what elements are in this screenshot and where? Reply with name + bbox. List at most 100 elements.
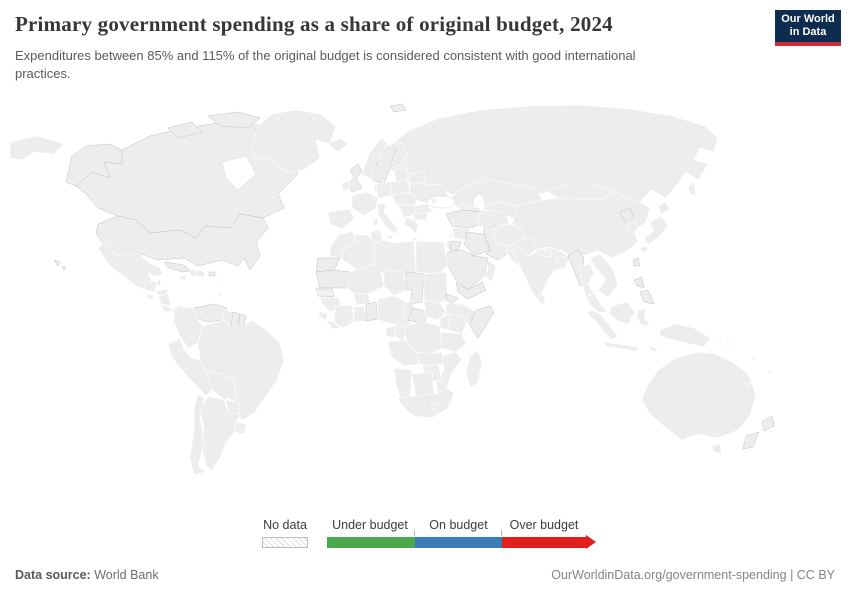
country-new-caledonia[interactable] [745, 382, 753, 388]
country-iceland[interactable] [327, 137, 349, 153]
country-united-states-alaska[interactable] [65, 143, 123, 187]
country-nicaragua[interactable] [157, 293, 172, 307]
country-spain-portugal[interactable] [327, 208, 355, 230]
country-belize[interactable] [156, 278, 162, 287]
country-argentina[interactable] [199, 395, 241, 471]
country-sierra-leone[interactable] [317, 311, 329, 321]
country-russia-chukotka[interactable] [9, 135, 65, 161]
country-botswana[interactable] [411, 371, 435, 397]
country-egypt[interactable] [415, 240, 449, 275]
country-svalbard[interactable] [389, 103, 407, 113]
country-indonesia-borneo[interactable] [608, 301, 636, 325]
country-belarus[interactable] [407, 171, 427, 185]
country-sudan[interactable] [423, 271, 449, 304]
country-japan-kyushu[interactable] [639, 245, 650, 254]
country-balkans[interactable] [397, 203, 417, 219]
country-central-europe-cluster[interactable] [391, 191, 419, 207]
country-oman[interactable] [483, 259, 497, 283]
country-canada-arctic-1[interactable] [207, 111, 261, 129]
country-solomon-islands-1[interactable] [717, 337, 723, 342]
country-cuba[interactable] [164, 261, 192, 273]
country-solomon-islands-2[interactable] [725, 342, 731, 347]
country-nepal[interactable] [535, 248, 553, 258]
country-united-states-hawaii-2[interactable] [61, 266, 67, 271]
country-italy[interactable] [377, 202, 399, 235]
country-tanzania[interactable] [439, 331, 467, 353]
country-finland[interactable] [389, 141, 409, 169]
legend-under-budget-swatch[interactable] [327, 537, 415, 548]
country-taiwan[interactable] [632, 257, 641, 267]
country-gabon[interactable] [385, 325, 397, 339]
country-italy-sardinia[interactable] [372, 217, 379, 227]
country-somalia[interactable] [469, 305, 495, 339]
country-gambia[interactable] [316, 291, 333, 295]
country-puerto-rico[interactable] [208, 271, 216, 277]
country-australia[interactable] [641, 351, 757, 441]
legend-over-budget-swatch[interactable] [502, 537, 586, 548]
country-norway[interactable] [361, 137, 389, 181]
country-greenland[interactable] [251, 109, 337, 173]
country-vanuatu[interactable] [751, 357, 757, 363]
country-mexico[interactable] [97, 242, 164, 291]
country-india[interactable] [511, 245, 571, 301]
country-jamaica[interactable] [179, 275, 187, 281]
no-data-swatch[interactable] [262, 537, 308, 548]
country-burkina-faso[interactable] [353, 293, 371, 306]
country-timor-leste[interactable] [647, 345, 659, 353]
country-north-korea[interactable] [619, 207, 635, 225]
country-yemen[interactable] [455, 281, 487, 300]
country-vietnam-laos-cambodia[interactable] [589, 253, 619, 298]
attribution-link[interactable]: OurWorldinData.org/government-spending |… [551, 568, 835, 582]
country-south-sudan[interactable] [423, 299, 447, 321]
country-united-kingdom[interactable] [347, 163, 363, 193]
country-bangladesh[interactable] [555, 255, 567, 269]
country-thailand[interactable] [579, 263, 595, 298]
country-western-sahara[interactable] [315, 257, 341, 273]
country-united-states-hawaii-1[interactable] [53, 259, 61, 267]
country-japan-honshu[interactable] [643, 215, 669, 246]
country-chile[interactable] [189, 393, 207, 476]
country-niger[interactable] [383, 269, 407, 297]
country-bulgaria[interactable] [413, 211, 429, 221]
country-south-africa[interactable] [397, 387, 455, 419]
country-greece[interactable] [403, 217, 419, 235]
country-australia-tasmania[interactable] [711, 443, 723, 455]
legend-on-budget-swatch[interactable] [415, 537, 502, 548]
country-germany[interactable] [375, 181, 393, 199]
country-mali[interactable] [347, 263, 385, 295]
country-new-zealand-south[interactable] [742, 431, 760, 450]
country-haiti[interactable] [189, 269, 197, 277]
country-indonesia-sumatra[interactable] [586, 309, 619, 340]
country-costa-rica[interactable] [160, 304, 173, 313]
country-philippines-luzon[interactable] [633, 276, 645, 289]
country-eritrea[interactable] [445, 293, 459, 305]
country-madagascar[interactable] [465, 349, 483, 389]
country-chad[interactable] [405, 271, 425, 305]
country-liberia[interactable] [325, 319, 341, 330]
country-france[interactable] [351, 191, 379, 217]
country-japan-hokkaido[interactable] [657, 201, 671, 215]
country-el-salvador[interactable] [145, 293, 155, 301]
country-sri-lanka[interactable] [537, 293, 546, 306]
country-lesotho[interactable] [430, 403, 439, 411]
country-greece-crete[interactable] [411, 237, 419, 242]
country-georgia[interactable] [459, 203, 471, 211]
country-lesser-antilles-1[interactable] [217, 277, 222, 282]
country-new-zealand-north[interactable] [761, 415, 775, 432]
country-bolivia[interactable] [205, 371, 237, 401]
country-mauritania[interactable] [315, 269, 351, 289]
country-fiji[interactable] [767, 369, 773, 375]
country-canada-arctic-2[interactable] [167, 121, 203, 139]
country-togo-benin[interactable] [365, 301, 379, 322]
country-dominican-republic[interactable] [195, 269, 206, 278]
country-namibia[interactable] [393, 367, 413, 401]
country-baltic-states[interactable] [393, 167, 409, 183]
country-indonesia-java[interactable] [603, 341, 639, 352]
country-jordan[interactable] [449, 240, 462, 251]
country-italy-sicily[interactable] [385, 234, 394, 241]
country-lesser-antilles-2[interactable] [218, 283, 223, 288]
country-ireland[interactable] [341, 179, 351, 192]
country-morocco[interactable] [329, 230, 357, 259]
country-south-korea[interactable] [625, 219, 639, 235]
country-ghana[interactable] [353, 305, 367, 323]
